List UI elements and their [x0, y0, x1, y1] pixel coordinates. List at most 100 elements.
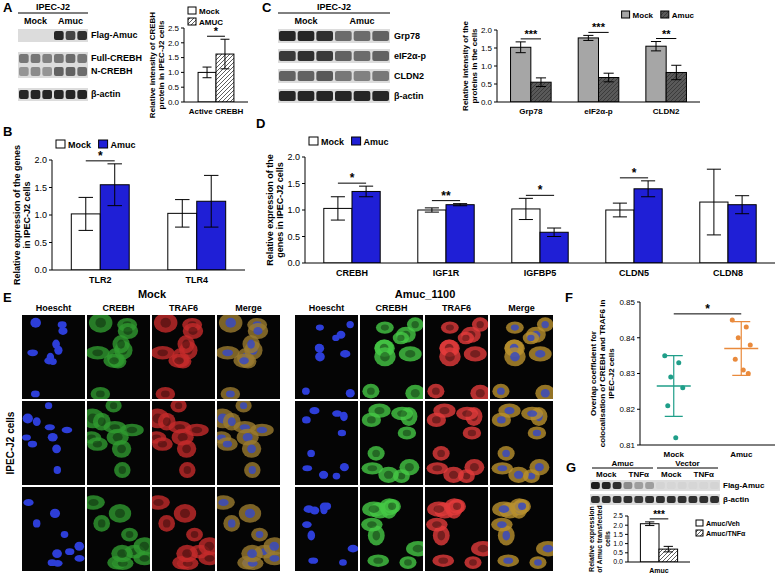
- y-tick: [181, 102, 184, 103]
- panel-letter: D: [256, 116, 265, 131]
- nucleus: [514, 471, 523, 479]
- blot-band: [54, 54, 64, 63]
- error-bar: [665, 356, 683, 417]
- cell: [537, 317, 553, 332]
- blot-membrane: [18, 88, 88, 101]
- nucleus: [535, 463, 544, 471]
- bar: [634, 189, 662, 263]
- y-axis-title: Relative expression of the genesin IPEC-…: [12, 145, 32, 285]
- blot-band: [591, 496, 600, 503]
- cell: [362, 413, 381, 427]
- y-tick-label: 2.0: [168, 39, 180, 48]
- nucleus: [372, 450, 380, 457]
- nucleus: [54, 466, 61, 474]
- micrograph: [22, 315, 85, 399]
- y-axis-title-line: genes in IPEC-J2 cells: [275, 162, 285, 258]
- blot: AmucVectorMockTNFαMockTNFαFlag-Amucβ-act…: [590, 459, 765, 505]
- x-axis: [52, 270, 245, 271]
- cell: [179, 462, 196, 478]
- label: Mock: [661, 470, 682, 479]
- y-tick-label: 1.5: [168, 53, 180, 62]
- chart: *0.00.51.01.52.0Relative expression of t…: [12, 140, 245, 285]
- micrograph-bg: [360, 401, 423, 485]
- blot-band: [42, 90, 52, 99]
- x-tick-label: IGFBP5: [524, 268, 557, 278]
- nucleus: [319, 471, 328, 479]
- nucleus: [405, 463, 414, 471]
- micrograph-bg: [152, 487, 215, 571]
- micrograph: [295, 487, 358, 571]
- blot-band: [667, 482, 676, 489]
- error-bar: [583, 35, 593, 40]
- micrograph: [490, 487, 553, 571]
- y-axis-title-line: IPEC-J2 cells: [607, 348, 616, 399]
- blot-band: [66, 54, 76, 63]
- micrograph-bg: [360, 487, 423, 571]
- blot: IPEC-J2MockAmucGrp78eIF2α-pCLDN2β-actin: [278, 2, 427, 103]
- nucleus: [218, 499, 228, 506]
- nucleus: [367, 387, 375, 394]
- cell: [134, 537, 150, 555]
- nucleus: [405, 350, 415, 358]
- cell: [361, 518, 383, 532]
- y-tick-label: 0.5: [287, 232, 300, 242]
- nucleus: [367, 416, 376, 423]
- micrograph-bg: [490, 487, 553, 571]
- nucleus: [27, 349, 38, 356]
- blot-band: [316, 51, 333, 61]
- nucleus: [468, 430, 476, 437]
- y-tick-label: 0.85: [619, 298, 635, 307]
- nucleus: [315, 344, 324, 353]
- blot-membrane: [278, 29, 390, 43]
- legend-label: Amuc/Veh: [706, 520, 740, 527]
- micrograph-bg: [22, 315, 85, 399]
- nucleus: [62, 427, 73, 433]
- nucleus: [462, 335, 469, 341]
- figure: ABCDEFGIPEC-J2MockAmucFlag-AmucFull-CREB…: [0, 0, 783, 577]
- y-tick: [302, 236, 305, 237]
- cell: [91, 387, 111, 399]
- nucleus: [534, 559, 542, 565]
- y-tick: [637, 337, 640, 338]
- nucleus: [372, 531, 380, 541]
- nucleus: [247, 549, 257, 558]
- blot-membrane: [278, 49, 390, 63]
- error-bar: [203, 67, 212, 78]
- cell: [497, 554, 519, 566]
- y-tick: [49, 215, 52, 216]
- nucleus: [476, 321, 483, 328]
- blot-band: [66, 90, 76, 99]
- y-tick: [49, 187, 52, 188]
- legend-label: Amuc: [111, 140, 136, 150]
- nucleus: [502, 531, 510, 541]
- x-tick-label: CLDN2: [653, 107, 680, 116]
- nucleus: [397, 335, 404, 341]
- error-bar: [645, 522, 654, 526]
- nucleus: [338, 430, 346, 437]
- nucleus: [403, 430, 411, 437]
- y-tick: [625, 562, 628, 563]
- blot-band: [298, 91, 315, 101]
- blot-band: [279, 71, 296, 81]
- blot-band: [66, 67, 76, 76]
- y-tick: [494, 30, 497, 31]
- nucleus: [109, 357, 119, 364]
- cell: [235, 401, 251, 412]
- nucleus: [462, 410, 472, 417]
- error-bar: [735, 196, 749, 214]
- blot-band: [602, 482, 611, 489]
- panel-letter: B: [3, 124, 12, 139]
- blot-band: [42, 31, 52, 40]
- blot-band: [316, 91, 333, 101]
- nucleus: [31, 390, 40, 397]
- y-tick-label: 2.0: [481, 26, 493, 35]
- legend-swatch: [352, 137, 361, 145]
- y-tick: [302, 183, 305, 184]
- nucleus: [504, 407, 514, 414]
- y-axis-title-line: Relative expression: [588, 506, 596, 572]
- y-tick: [302, 263, 305, 264]
- label: Merge: [235, 303, 262, 313]
- nucleus: [340, 463, 349, 471]
- nucleus: [434, 505, 445, 513]
- nucleus: [45, 402, 52, 409]
